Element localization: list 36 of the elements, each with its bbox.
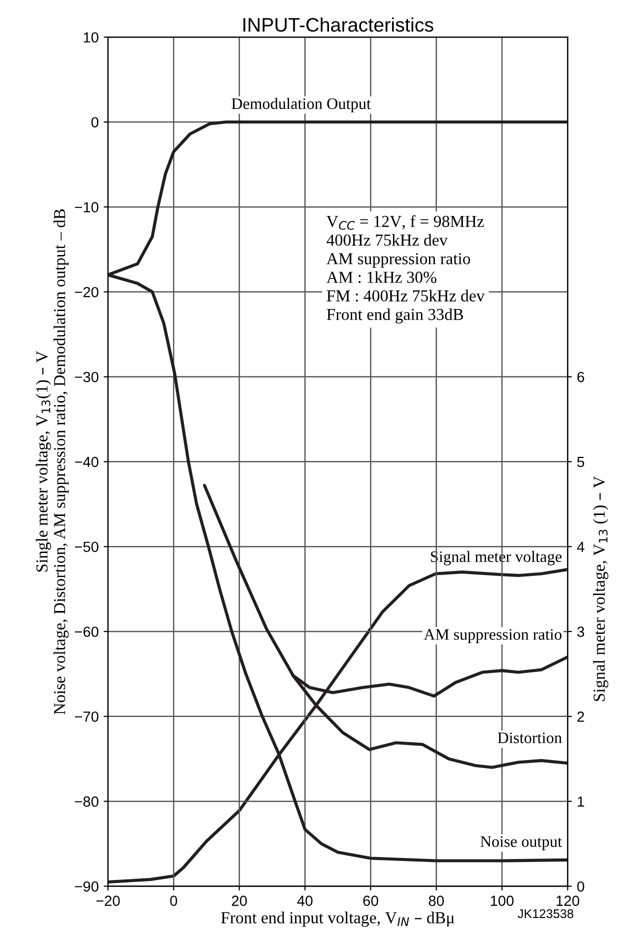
x-tick-label: 40: [297, 896, 313, 906]
series-label: Distortion: [498, 732, 562, 744]
y2-tick-label: 0: [577, 881, 584, 892]
y-tick-label: −50: [74, 542, 98, 552]
y2-tick-label: 2: [577, 712, 584, 722]
y2-tick-label: 5: [577, 456, 584, 468]
y-tick-label: −30: [74, 372, 98, 382]
y-tick-label: 10: [84, 32, 98, 43]
y-tick-label: −80: [74, 796, 98, 807]
series-label: AM suppression ratio: [424, 629, 562, 644]
y-tick-label: −10: [74, 202, 98, 212]
series-label: Noise output: [480, 836, 562, 850]
y2-axis-title: Signal meter voltage, V$_{13}$ (1) – V: [593, 476, 608, 702]
y2-tick-label: 6: [577, 372, 584, 382]
x-tick-label: 80: [428, 896, 444, 906]
y2-tick-label: 4: [577, 542, 584, 552]
text: JK123538: [518, 909, 574, 918]
x-tick-label: 100: [490, 896, 514, 906]
y-tick-label: −20: [74, 286, 98, 298]
y-tick-label: 0: [91, 117, 98, 128]
x-tick-label: 60: [363, 896, 378, 906]
y-axis-title: Single meter voltage, V$_{13}$(1) – V Noise voltage, Distortion, AM suppression ratio, Demodulation output – dB: [36, 209, 69, 714]
y2-tick-label: 3: [577, 626, 584, 637]
y-tick-label: −70: [74, 712, 98, 722]
y2-tick-label: 1: [578, 796, 584, 807]
y-tick-label: −40: [74, 456, 98, 468]
y-tick-label: −90: [74, 881, 98, 892]
series-label: Demodulation Output: [232, 98, 371, 112]
y-tick-label: −60: [74, 626, 98, 637]
x-axis-title: Front end input voltage, V$_{IN}$ – dBμ: [221, 912, 454, 927]
x-tick-label: −20: [96, 896, 120, 906]
annotation: V$_{CC}$ = 12V, f = 98MHz 400Hz 75kHz dev AM suppression ratio AM : 1kHz 30% FM : 400Hz 75kHz dev Front end gain 33dB: [326, 215, 485, 324]
chart-title: INPUT-Characteristics: [243, 17, 434, 32]
x-tick-label: 0: [170, 896, 178, 906]
x-tick-label: 20: [232, 896, 247, 906]
x-tick-label: 120: [556, 896, 580, 906]
